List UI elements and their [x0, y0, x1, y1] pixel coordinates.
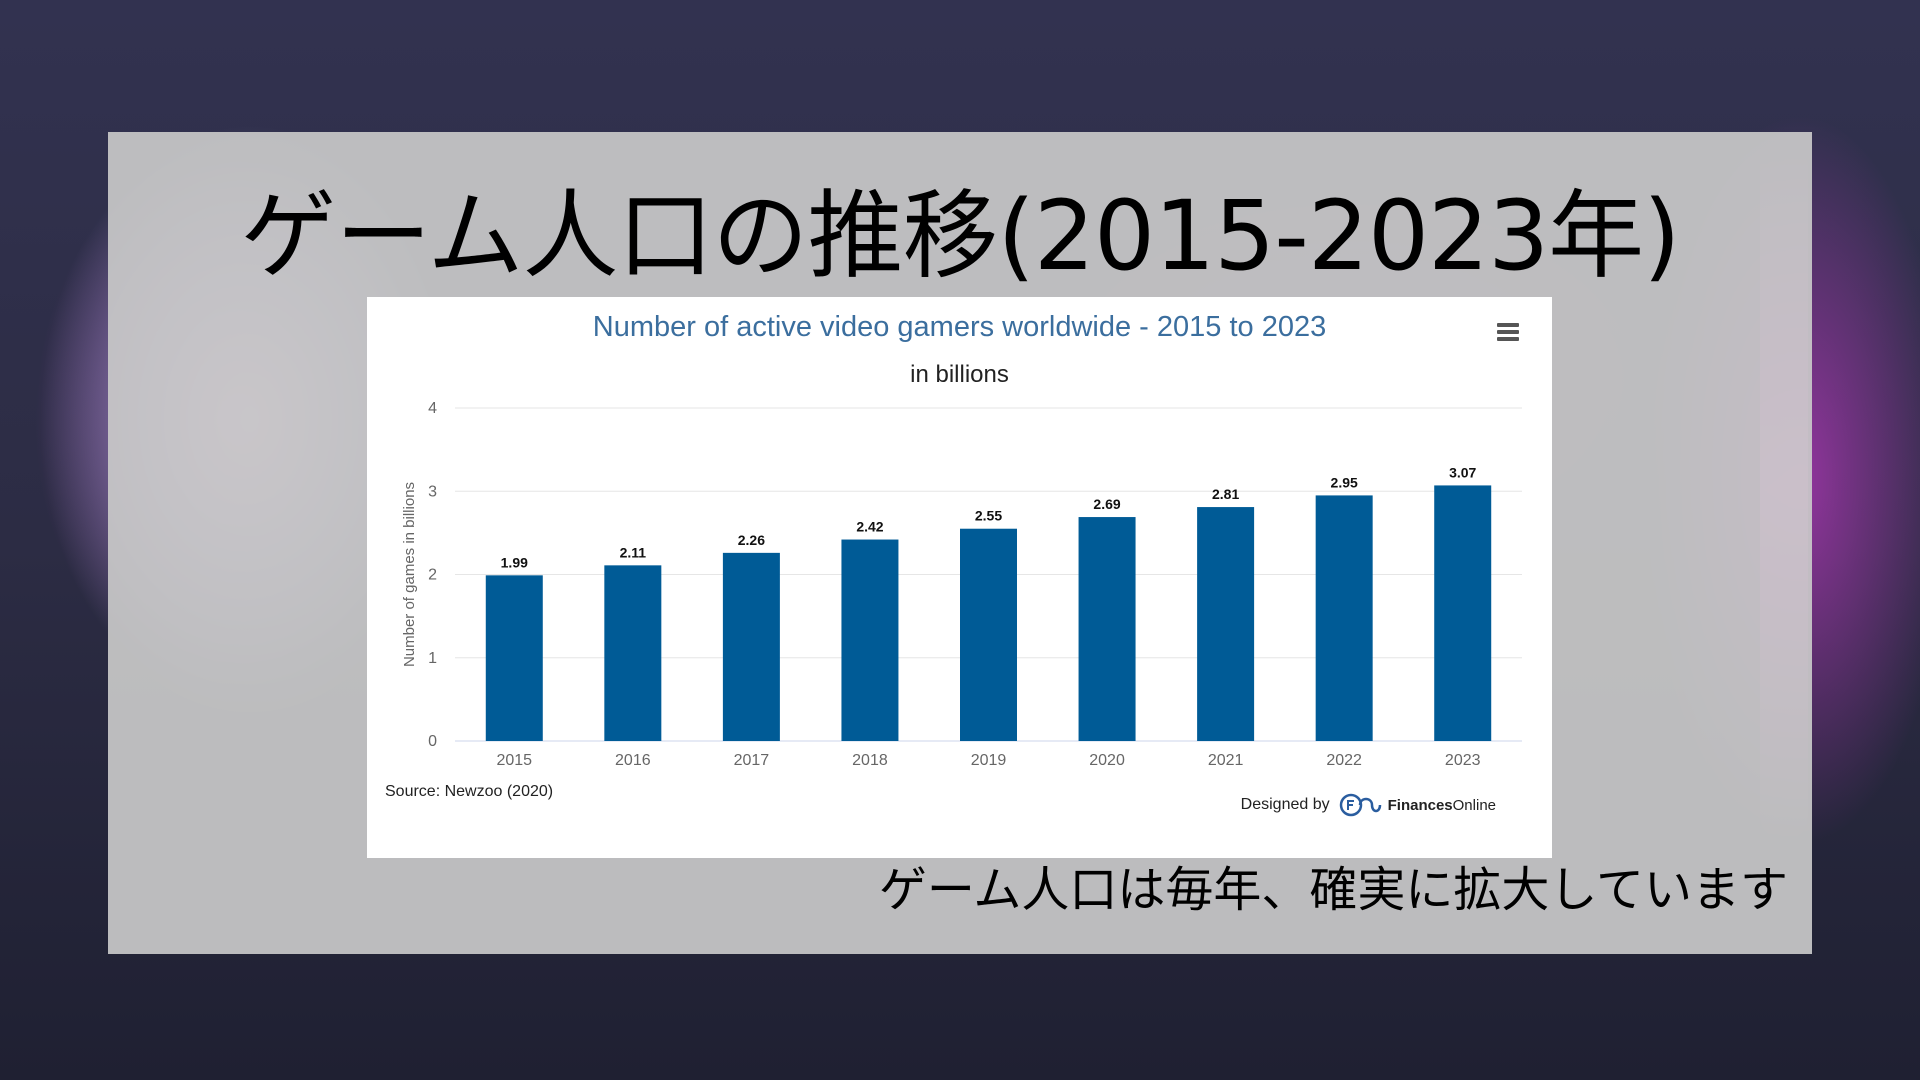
y-tick-label: 2: [428, 567, 437, 584]
slide-caption: ゲーム人口は毎年、確実に拡大しています: [878, 862, 1788, 918]
y-tick-label: 4: [428, 400, 437, 417]
data-label: 2.95: [1331, 474, 1358, 490]
x-tick-label: 2019: [971, 752, 1007, 769]
bar: [960, 528, 1017, 741]
y-axis-title: Number of games in billions: [401, 482, 418, 667]
x-tick-label: 2018: [852, 752, 888, 769]
x-tick-label: 2022: [1326, 752, 1362, 769]
bar: [485, 575, 543, 741]
x-tick-label: 2020: [1089, 752, 1125, 769]
bar: [1197, 507, 1255, 741]
chart-card: 0 1 2 3 4 Number of games in billions 1.99 2015…: [367, 297, 1552, 858]
data-label: 1.99: [501, 554, 528, 570]
bar-chart: 0 1 2 3 4 Number of games in billions 1.99 2015…: [401, 400, 1522, 769]
bar: [841, 539, 899, 741]
x-tick-label: 2021: [1208, 752, 1244, 769]
chart-subtitle: in billions: [910, 361, 1009, 388]
slide-title: ゲーム人口の推移(2015-2023年): [240, 180, 1680, 292]
bar: [722, 552, 780, 741]
financesonline-logo-icon: [1339, 793, 1381, 817]
data-label: 2.26: [738, 532, 765, 548]
x-tick-label: 2017: [734, 752, 770, 769]
y-tick-label: 0: [428, 733, 437, 750]
x-tick-label: 2016: [615, 752, 651, 769]
data-label: 2.42: [856, 519, 883, 535]
bar: [1315, 495, 1373, 741]
bar: [604, 565, 662, 741]
bar: [1434, 485, 1492, 741]
y-tick-label: 3: [428, 483, 437, 500]
x-tick-label: 2015: [496, 752, 532, 769]
x-tick-label: 2023: [1445, 752, 1481, 769]
chart-title: Number of active video gamers worldwide …: [592, 311, 1327, 343]
hamburger-menu-icon[interactable]: [1497, 323, 1519, 341]
y-tick-label: 1: [428, 650, 437, 667]
brand-name: FinancesOnline: [1387, 796, 1496, 814]
data-label: 2.69: [1093, 496, 1120, 512]
data-label: 2.11: [620, 544, 647, 560]
chart-credit: Designed by FinancesOnline: [1241, 791, 1496, 819]
designed-by-label: Designed by: [1240, 796, 1330, 813]
data-label: 3.07: [1449, 464, 1476, 480]
data-label: 2.81: [1212, 486, 1239, 502]
chart-source: Source: Newzoo (2020): [385, 783, 554, 800]
bar: [1078, 517, 1136, 741]
data-label: 2.55: [975, 508, 1002, 524]
